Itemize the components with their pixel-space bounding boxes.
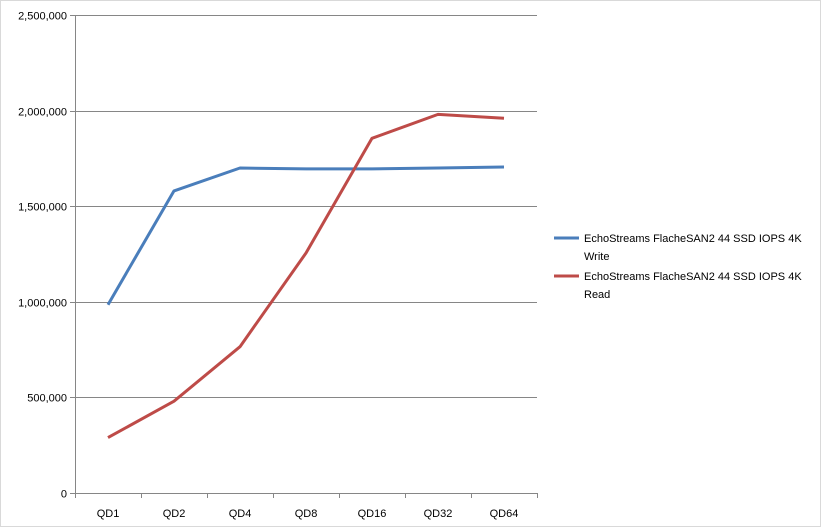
gridlines — [75, 16, 537, 398]
x-tick-label: QD2 — [163, 508, 186, 520]
legend: EchoStreams FlacheSAN2 44 SSD IOPS 4K Wri… — [554, 233, 802, 301]
x-tick-label: QD16 — [358, 508, 387, 520]
y-tick-label: 1,000,000 — [18, 298, 67, 310]
y-tick-label: 1,500,000 — [18, 202, 67, 214]
x-tick-label: QD8 — [295, 508, 318, 520]
y-tick-label: 2,500,000 — [18, 11, 67, 23]
tick-labels: 0 500,000 1,000,000 1,500,000 2,000,000 2,500… — [18, 11, 518, 521]
series-line-write — [108, 167, 504, 305]
x-tick-label: QD64 — [490, 508, 519, 520]
legend-label: Read — [584, 289, 610, 301]
series-line-read — [108, 114, 504, 437]
y-tick-label: 500,000 — [27, 393, 67, 405]
series-lines — [108, 114, 504, 437]
x-tick-label: QD4 — [229, 508, 252, 520]
legend-label: EchoStreams FlacheSAN2 44 SSD IOPS 4K — [584, 233, 802, 245]
x-tick-label: QD32 — [424, 508, 453, 520]
y-tick-label: 0 — [61, 489, 67, 501]
legend-label: Write — [584, 251, 609, 263]
legend-label: EchoStreams FlacheSAN2 44 SSD IOPS 4K — [584, 271, 802, 283]
y-tick-label: 2,000,000 — [18, 107, 67, 119]
x-tick-label: QD1 — [97, 508, 120, 520]
